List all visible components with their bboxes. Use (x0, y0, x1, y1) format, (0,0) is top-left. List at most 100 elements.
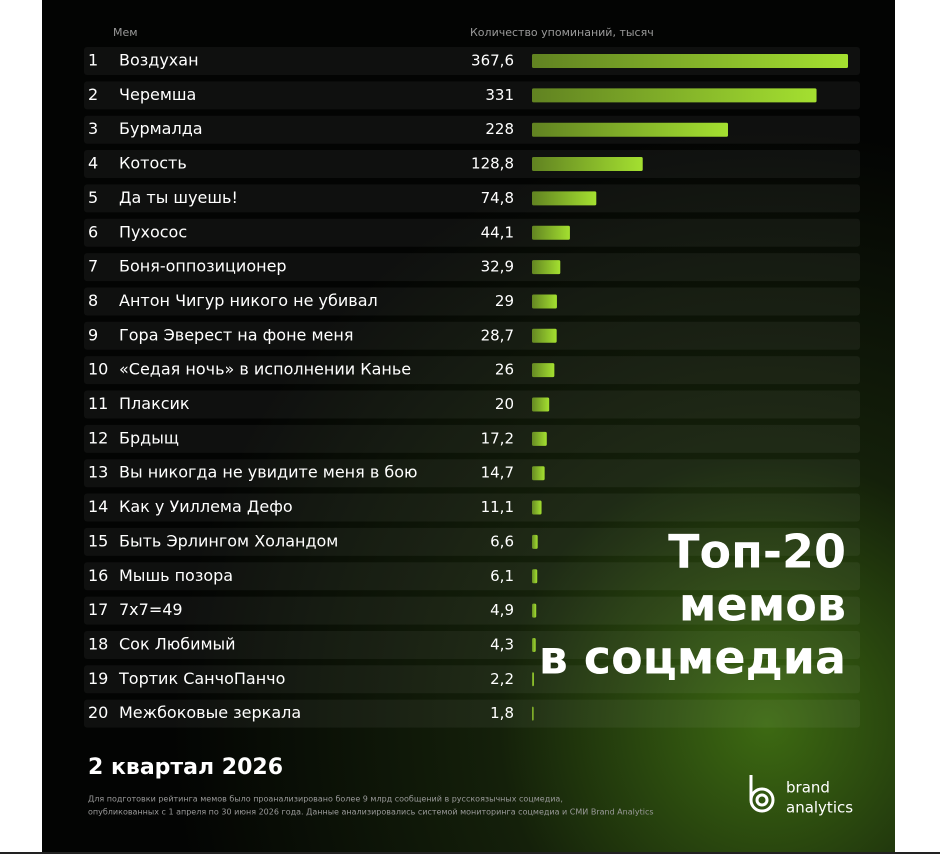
row-background (84, 424, 860, 453)
category-label: Гора Эверест на фоне меня (119, 325, 353, 344)
rank: 12 (88, 428, 108, 447)
value-label: 6,1 (490, 567, 514, 585)
category-label: Мышь позора (119, 566, 233, 585)
category-label: Межбоковые зеркала (119, 703, 301, 722)
value-label: 28,7 (481, 326, 514, 344)
row-background (84, 527, 860, 556)
bar (532, 88, 817, 103)
value-label: 14,7 (481, 464, 514, 482)
bar (532, 534, 538, 549)
value-label: 367,6 (471, 52, 514, 70)
rank: 11 (88, 394, 108, 413)
bar (532, 54, 848, 68)
category-label: Антон Чигур никого не убивал (119, 291, 378, 310)
row-background (84, 184, 860, 213)
rank: 4 (88, 154, 98, 173)
category-label: «Седая ночь» в исполнении Канье (119, 360, 411, 379)
value-label: 44,1 (481, 223, 514, 241)
category-label: Тортик СанчоПанчо (118, 669, 285, 688)
value-header: Количество упоминаний, тысяч (470, 26, 654, 39)
category-label: Брдыщ (119, 428, 179, 447)
category-label: Быть Эрлингом Холандом (119, 531, 338, 550)
logo-icon (749, 775, 775, 813)
value-label: 4,9 (490, 601, 514, 619)
panel (42, 0, 895, 852)
category-header: Мем (113, 26, 138, 39)
row-background (84, 459, 860, 488)
bar (532, 603, 537, 618)
footnote: Для подготовки рейтинга мемов было проан… (88, 795, 563, 804)
logo-text: brand (786, 779, 830, 797)
category-label: Сок Любимый (119, 634, 236, 653)
row-background (84, 287, 860, 316)
row-background (84, 596, 860, 625)
rank: 9 (88, 325, 98, 344)
category-label: Как у Уиллема Дефо (119, 497, 293, 516)
bar (532, 431, 547, 446)
bar (532, 328, 557, 343)
bar (532, 157, 643, 172)
value-label: 2,2 (490, 670, 514, 688)
value-label: 74,8 (481, 189, 514, 207)
footnote: опубликованных с 1 апреля по 30 июня 202… (88, 808, 654, 817)
rank: 3 (88, 119, 98, 138)
bar (532, 500, 542, 515)
category-label: Черемша (119, 85, 196, 104)
rank: 17 (88, 600, 108, 619)
category-label: Плаксик (119, 394, 190, 413)
subtitle: 2 квартал 2026 (88, 755, 283, 780)
bar (532, 672, 534, 687)
row-background (84, 630, 860, 659)
row-background (84, 356, 860, 385)
rank: 7 (88, 257, 98, 276)
value-label: 4,3 (490, 635, 514, 653)
value-label: 11,1 (481, 498, 514, 516)
bar (532, 363, 555, 378)
category-label: Котость (119, 154, 187, 173)
category-label: 7х7=49 (119, 600, 183, 619)
row-background (84, 253, 860, 282)
rank: 6 (88, 222, 98, 241)
row-background (84, 218, 860, 247)
bar (532, 569, 538, 584)
bar (532, 294, 557, 309)
rank: 8 (88, 291, 98, 310)
rank: 2 (88, 85, 98, 104)
row-background (84, 150, 860, 179)
rank: 5 (88, 188, 98, 207)
bar (532, 637, 536, 652)
value-label: 6,6 (490, 532, 514, 550)
rank: 19 (88, 669, 108, 688)
rank: 15 (88, 531, 108, 550)
rank: 14 (88, 497, 108, 516)
bar (532, 706, 534, 721)
row-background (84, 390, 860, 419)
value-label: 331 (485, 86, 514, 104)
rank: 18 (88, 634, 108, 653)
rank: 13 (88, 463, 108, 482)
bar (532, 191, 597, 206)
bar (532, 397, 550, 412)
row-background (84, 321, 860, 350)
value-label: 20 (495, 395, 514, 413)
bar (532, 260, 561, 275)
category-label: Вы никогда не увидите меня в бою (119, 463, 418, 482)
value-label: 26 (495, 361, 514, 379)
title-line: в соцмедиа (539, 631, 846, 685)
rank: 16 (88, 566, 108, 585)
value-label: 1,8 (490, 704, 514, 722)
value-label: 228 (485, 120, 514, 138)
value-label: 29 (495, 292, 514, 310)
logo-text: analytics (786, 799, 853, 817)
value-label: 17,2 (481, 429, 514, 447)
category-label: Да ты шуешь! (119, 188, 238, 207)
category-label: Боня-оппозиционер (119, 257, 287, 276)
bar (532, 122, 728, 137)
rank: 1 (88, 51, 98, 70)
row-background (84, 493, 860, 522)
category-label: Бурмалда (119, 119, 203, 138)
row-background (84, 665, 860, 694)
rank: 10 (88, 360, 108, 379)
bar (532, 225, 570, 240)
